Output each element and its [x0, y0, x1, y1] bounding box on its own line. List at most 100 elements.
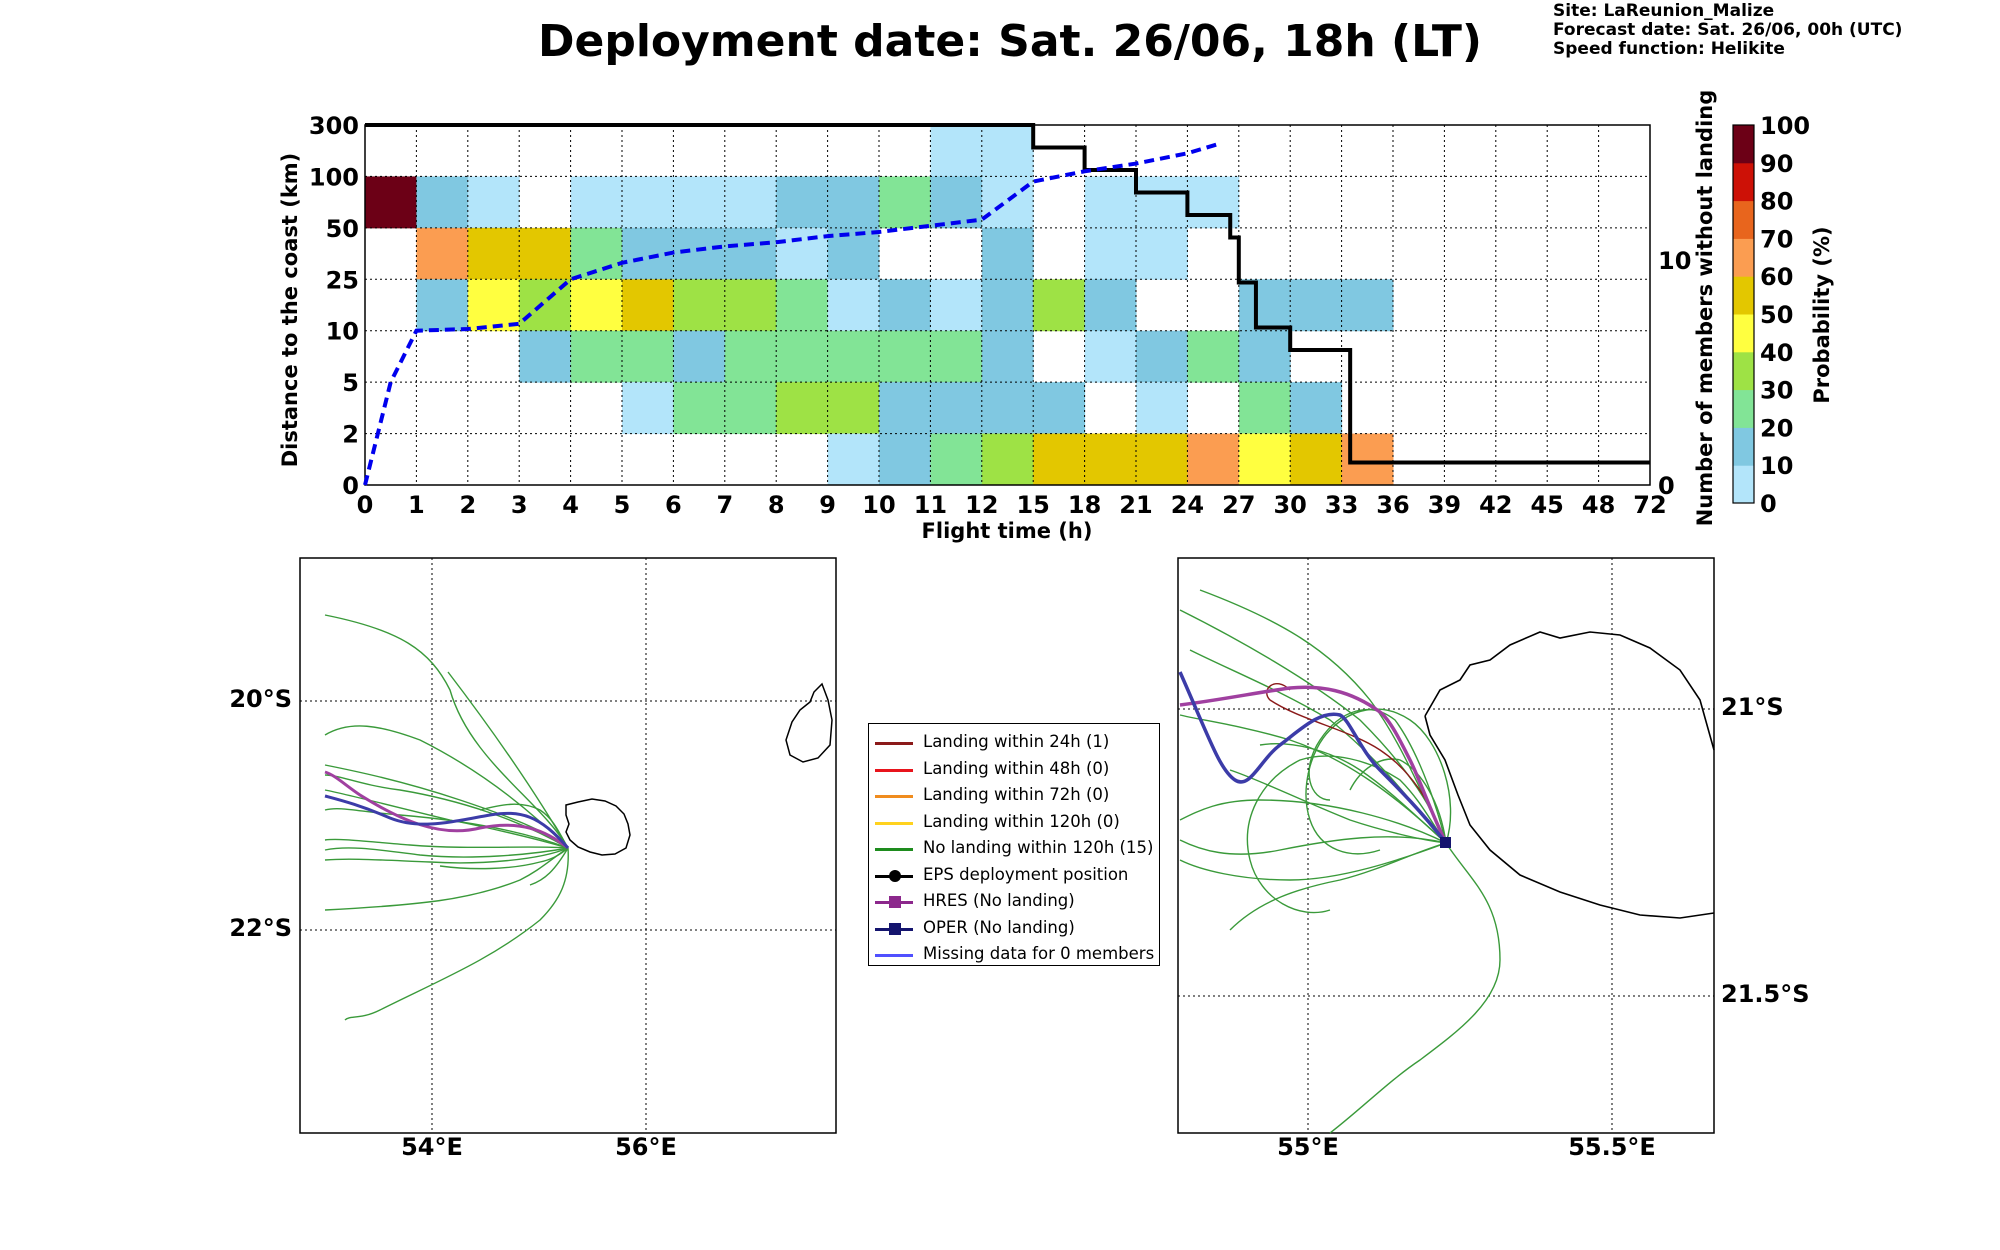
right-map-deployment-marker	[1440, 837, 1451, 848]
median-distance-line	[363, 141, 1223, 486]
heatmap-cell	[981, 279, 1034, 332]
x-tick-label: 4	[562, 491, 579, 519]
colorbar-tick-label: 90	[1760, 150, 1793, 178]
y-tick-label: 0	[342, 472, 359, 500]
heatmap-cell	[776, 382, 829, 435]
right-map-ensemble-trajectories	[1179, 589, 1501, 1134]
legend-label: OPER (No landing)	[923, 917, 1075, 937]
y2-axis-label: Number of members without landing	[1693, 90, 1717, 527]
heatmap-cell	[673, 330, 726, 383]
heatmap-cell	[879, 279, 931, 332]
left-map-oper-track	[324, 794, 570, 849]
x-tick-label: 39	[1428, 491, 1461, 519]
heatmap-cell	[930, 279, 983, 332]
heatmap-cell	[1033, 382, 1086, 435]
x-tick-label: 3	[511, 491, 528, 519]
heatmap-cell	[622, 330, 674, 383]
heatmap-cell	[570, 176, 623, 229]
members-without-landing-line	[365, 123, 1650, 465]
x-tick-label: 15	[1016, 491, 1049, 519]
heatmap-cell	[1187, 433, 1240, 486]
chart-title: Deployment date: Sat. 26/06, 18h (LT)	[537, 16, 1483, 67]
legend-item: Landing within 72h (0)	[869, 783, 1159, 809]
heatmap-cell	[879, 382, 931, 435]
heatmap-cell	[981, 330, 1034, 383]
heatmap-cell	[416, 227, 469, 280]
heatmap-cell	[416, 279, 469, 332]
legend-item: HRES (No landing)	[869, 889, 1159, 915]
heatmap-cell	[1033, 279, 1086, 332]
legend-marker	[889, 922, 901, 935]
heatmap-cell	[1136, 433, 1188, 486]
heatmap-cell	[827, 279, 880, 332]
heatmap-cell	[1238, 382, 1291, 435]
heatmap-cell	[930, 125, 983, 177]
heatmap-cell	[879, 176, 931, 229]
colorbar-tick-label: 30	[1760, 377, 1793, 405]
right-map-oper-track	[1178, 671, 1448, 845]
heatmap-cell	[981, 227, 1034, 280]
y-tick-label: 5	[342, 369, 359, 397]
x-tick-label: 2	[459, 491, 476, 519]
y-tick-label: 10	[326, 318, 359, 346]
legend-swatch	[875, 742, 913, 745]
heatmap-cell	[776, 227, 829, 280]
heatmap-ticks: 0 1 2 3 4 5 6 7 8 9 10 11 12 15 18 21 24 27 30 33 36 39 42 45 48…	[309, 112, 1692, 519]
colorbar-frame	[1732, 124, 1755, 504]
legend-label: Landing within 48h (0)	[923, 758, 1110, 778]
colorbar-tick-label: 70	[1760, 225, 1793, 253]
heatmap-cell	[724, 330, 777, 383]
legend-swatch	[875, 848, 913, 851]
heatmap-cell	[1238, 433, 1291, 486]
colorbar-segment	[1733, 238, 1754, 277]
heatmap-cell	[1084, 279, 1137, 332]
x-tick-label: 7	[716, 491, 733, 519]
legend-item: No landing within 120h (15)	[869, 836, 1159, 862]
colorbar: 0 10 20 30 40 50 60 70 80 90 100	[1732, 112, 1810, 518]
heatmap-cell	[724, 227, 777, 280]
x-tick-label: 5	[614, 491, 631, 519]
heatmap-cell	[1136, 382, 1188, 435]
colorbar-tick-label: 60	[1760, 263, 1793, 291]
heatmap-cell	[724, 176, 777, 229]
colorbar-segment	[1733, 427, 1754, 466]
y-tick-label: 50	[326, 215, 359, 243]
x-tick-label: 18	[1068, 491, 1101, 519]
reunion-island-outline	[565, 798, 631, 856]
right-map-lon-label-2: 55.5°E	[1568, 1133, 1656, 1161]
heatmap-cell	[776, 279, 829, 332]
x-tick-label: 42	[1479, 491, 1512, 519]
site-label: Site: LaReunion_Malize	[1553, 1, 1775, 21]
heatmap-cell	[724, 382, 777, 435]
legend-swatch	[875, 795, 913, 798]
heatmap-cell	[1084, 330, 1137, 383]
heatmap-cells	[365, 125, 1650, 486]
heatmap-cell	[519, 227, 572, 280]
legend-label: EPS deployment position	[923, 864, 1129, 884]
heatmap-cell	[570, 279, 623, 332]
heatmap-cell	[981, 125, 1034, 177]
legend-item: Missing data for 0 members	[869, 942, 1159, 968]
heatmap-cell	[1341, 279, 1394, 332]
colorbar-segment	[1733, 465, 1754, 504]
heatmap-cell	[930, 330, 983, 383]
colorbar-label: Probability (%)	[1810, 226, 1834, 403]
colorbar-segment	[1733, 314, 1754, 353]
colorbar-tick-label: 40	[1760, 339, 1793, 367]
right-map-lon-label-1: 55°E	[1277, 1133, 1339, 1161]
x-tick-label: 0	[357, 491, 374, 519]
x-tick-label: 48	[1582, 491, 1615, 519]
heatmap-cell	[467, 227, 520, 280]
heatmap-cell	[930, 433, 983, 486]
legend-label: Landing within 72h (0)	[923, 785, 1110, 804]
heatmap-cell	[827, 382, 880, 435]
heatmap-cell	[776, 330, 829, 383]
heatmap-cell	[724, 279, 777, 332]
legend-swatch	[875, 821, 913, 825]
legend-item: Landing within 120h (0)	[869, 810, 1159, 836]
legend-label: Landing within 24h (1)	[923, 732, 1110, 751]
colorbar-tick-label: 10	[1760, 452, 1793, 480]
heatmap-cell	[1290, 382, 1343, 435]
heatmap-cell	[930, 382, 983, 435]
